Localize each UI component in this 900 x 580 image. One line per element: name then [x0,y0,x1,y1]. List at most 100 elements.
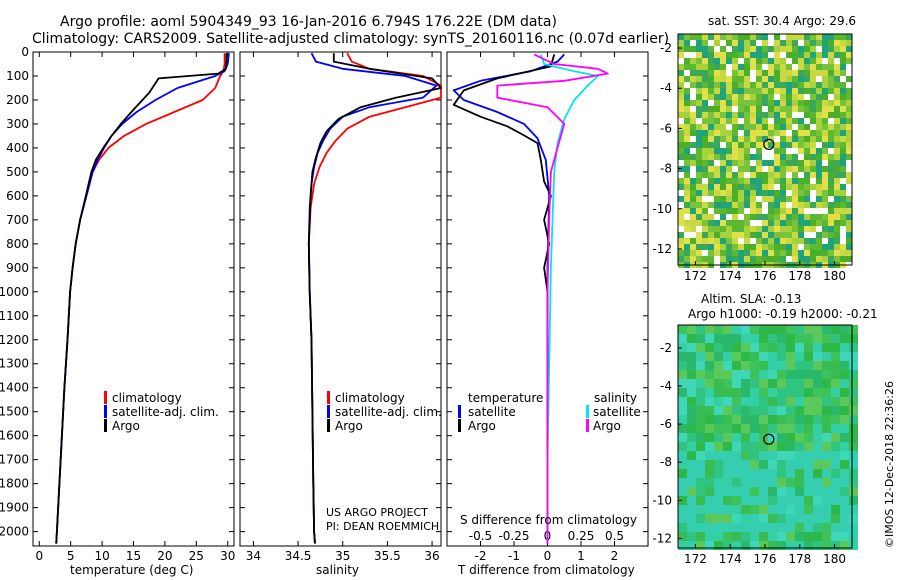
map-cell [690,70,696,76]
map-cell [696,40,702,46]
map-cell [786,100,792,106]
map-cell [678,76,684,82]
map-cell [696,505,705,514]
map-cell [705,352,714,361]
map-cell [762,232,768,238]
map-cell [795,523,804,532]
map-cell [774,100,780,106]
map-cell [696,469,705,478]
map-cell [816,208,822,214]
map-cell [795,415,804,424]
map-cell [828,82,834,88]
map-cell [822,112,828,118]
map-cell [804,148,810,154]
map-cell [768,325,777,334]
map-cell [696,136,702,142]
map-cell [678,106,684,112]
map-cell [750,496,759,505]
map-cell [720,250,726,256]
map-cell [696,184,702,190]
map-cell [759,379,768,388]
map-cell [696,82,702,88]
map-cell [687,370,696,379]
map-cell [678,88,684,94]
map-cell [714,244,720,250]
map-cell [828,166,834,172]
map-cell [732,541,741,550]
map-cell [822,532,831,541]
map-cell [774,40,780,46]
map-cell [774,244,780,250]
legend-label-climatology: climatology [112,391,182,405]
map-cell [714,184,720,190]
map-cell [756,250,762,256]
map-cell [792,184,798,190]
map-cell [822,190,828,196]
map-cell [846,136,852,142]
map-cell [816,100,822,106]
map-y-tick-label: -4 [660,81,672,95]
map-cell [756,34,762,40]
map-cell [744,100,750,106]
map-cell [828,142,834,148]
map-cell [768,82,774,88]
map-cell [759,352,768,361]
map-cell [732,379,741,388]
credit-project: US ARGO PROJECT [326,506,428,519]
map-cell [708,106,714,112]
legend-label-argo: Argo [335,419,363,433]
map-cell [723,334,732,343]
map-cell [678,469,687,478]
map-cell [744,220,750,226]
map-cell [756,208,762,214]
map-cell [720,196,726,202]
map-cell [684,160,690,166]
map-cell [738,184,744,190]
map-cell [687,505,696,514]
map-cell [834,124,840,130]
map-cell [690,256,696,262]
map-cell [723,325,732,334]
map-cell [846,214,852,220]
map-cell [798,100,804,106]
map-cell [726,190,732,196]
difference-panel: -2 -1 0 1 2-0.5 -0.25 0 0.25 0.5 [446,51,649,563]
map-cell [738,178,744,184]
map-cell [696,214,702,220]
map-cell [780,190,786,196]
map-cell [690,172,696,178]
map-cell [774,46,780,52]
map-cell [804,64,810,70]
map-cell [816,70,822,76]
map-cell [750,505,759,514]
map-cell [840,166,846,172]
map-cell [816,118,822,124]
map-cell [816,184,822,190]
map-cell [750,406,759,415]
map-cell [792,34,798,40]
map-cell [720,70,726,76]
map-cell [750,487,759,496]
map-cell [804,250,810,256]
map-cell [741,451,750,460]
map-cell [777,379,786,388]
map-cell [750,148,756,154]
map-cell [756,190,762,196]
map-cell [678,124,684,130]
title-line-1: Argo profile: aoml 5904349_93 16-Jan-201… [60,14,557,30]
map-cell [696,397,705,406]
map-cell [738,52,744,58]
map-cell [738,76,744,82]
map-cell [678,58,684,64]
map-cell [786,160,792,166]
map-cell [768,397,777,406]
y-tick-label: 400 [6,141,29,155]
map-cell [798,226,804,232]
map-cell [726,184,732,190]
map-cell [831,424,840,433]
map-cell [813,415,822,424]
map-cell [795,397,804,406]
map-cell [786,208,792,214]
map-cell [840,190,846,196]
map-cell [702,184,708,190]
